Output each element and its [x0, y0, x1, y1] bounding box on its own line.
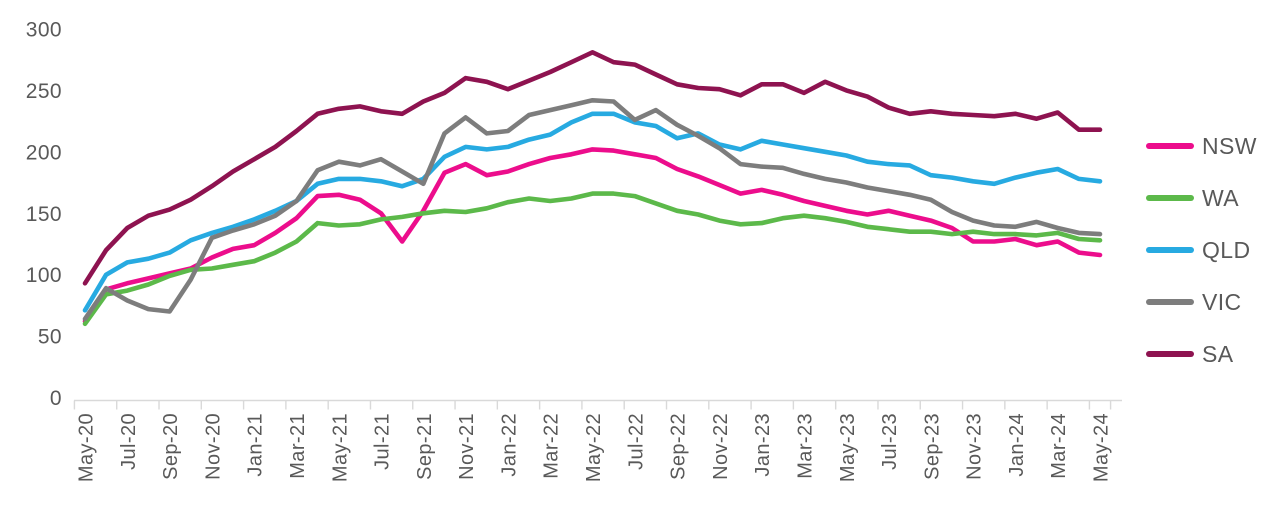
x-axis-label: May-23: [837, 413, 859, 482]
legend-item-nsw: NSW: [1146, 132, 1257, 160]
legend-swatch-wa: [1146, 195, 1194, 201]
y-axis-label: 300: [26, 19, 62, 42]
legend-item-qld: QLD: [1146, 236, 1257, 264]
legend-swatch-qld: [1146, 247, 1194, 253]
x-axis-label: Mar-21: [287, 413, 309, 479]
x-axis-label: Jul-21: [372, 413, 394, 470]
x-axis-label: Jan-24: [1006, 413, 1028, 477]
x-axis-label: Sep-20: [160, 413, 182, 480]
x-axis-label: Sep-22: [668, 413, 690, 480]
x-axis-label: May-21: [329, 413, 351, 482]
series-line-sa: [82, 49, 1103, 286]
y-axis-label: 150: [26, 203, 62, 226]
x-axis-label: Jan-23: [752, 413, 774, 477]
series-line-nsw: [82, 147, 1103, 324]
chart-legend: NSW WA QLD VIC SA: [1146, 132, 1257, 368]
x-axis-label: Mar-22: [541, 413, 563, 479]
series-line-qld: [82, 111, 1103, 313]
legend-item-wa: WA: [1146, 184, 1257, 212]
legend-swatch-vic: [1146, 299, 1194, 305]
x-axis-label: Nov-21: [456, 413, 478, 480]
series-line-vic: [82, 98, 1103, 322]
x-axis-label: Jul-22: [625, 413, 647, 470]
x-axis-label: Jul-23: [879, 413, 901, 470]
legend-item-sa: SA: [1146, 340, 1257, 368]
legend-label: QLD: [1202, 236, 1251, 263]
legend-item-vic: VIC: [1146, 288, 1257, 316]
x-axis-label: Nov-20: [202, 413, 224, 480]
legend-label: WA: [1202, 184, 1239, 211]
y-axis-label: 100: [26, 264, 62, 287]
y-axis-label: 200: [26, 141, 62, 164]
x-axis-label: Sep-23: [921, 413, 943, 480]
legend-label: NSW: [1202, 132, 1257, 159]
x-axis-label: May-24: [1091, 413, 1113, 482]
legend-swatch-sa: [1146, 351, 1194, 357]
y-axis-label: 50: [38, 326, 62, 349]
x-axis-label: Jan-21: [245, 413, 267, 477]
x-axis-label: Mar-23: [794, 413, 816, 479]
x-axis-label: Sep-21: [414, 413, 436, 480]
legend-swatch-nsw: [1146, 143, 1194, 149]
y-axis-label: 250: [26, 80, 62, 103]
x-axis-label: Nov-23: [964, 413, 986, 480]
x-axis-label: May-22: [583, 413, 605, 482]
x-axis-label: Mar-24: [1048, 413, 1070, 479]
x-axis-label: Nov-22: [710, 413, 732, 480]
y-axis-label: 0: [50, 387, 62, 410]
legend-label: VIC: [1202, 288, 1242, 315]
x-axis-label: May-20: [76, 413, 98, 482]
x-axis-label: Jan-22: [498, 413, 520, 477]
series-line-wa: [82, 191, 1103, 327]
x-axis-label: Jul-20: [118, 413, 140, 470]
legend-label: SA: [1202, 340, 1234, 367]
